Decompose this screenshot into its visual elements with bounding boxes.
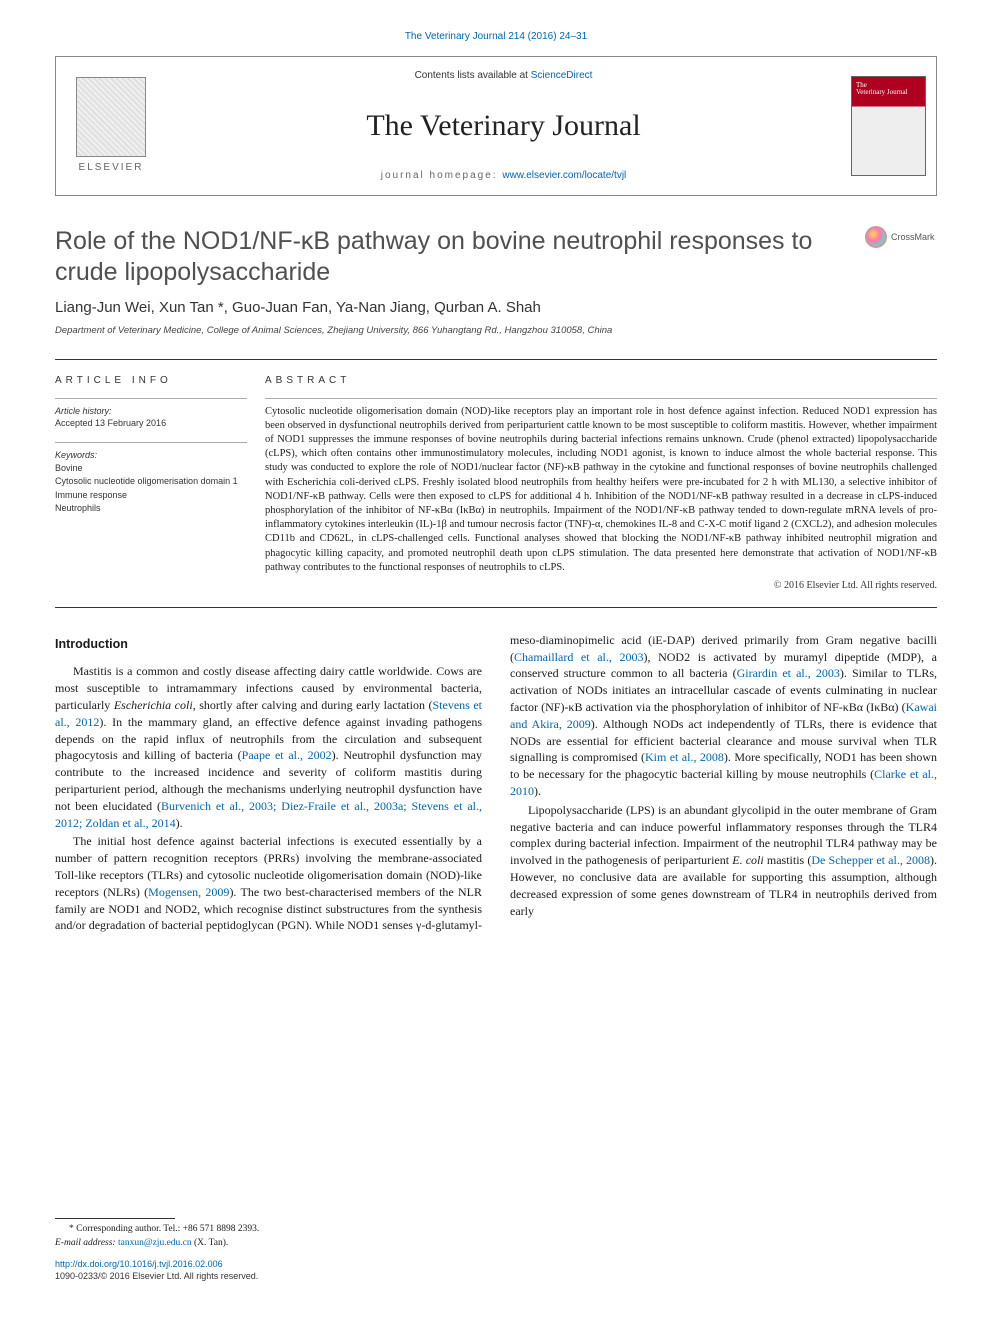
keyword-item: Bovine [55,462,247,476]
intro-para-1: Mastitis is a common and costly disease … [55,663,482,831]
intro-heading: Introduction [55,636,482,654]
doi-link[interactable]: http://dx.doi.org/10.1016/j.tvjl.2016.02… [55,1258,475,1271]
keyword-item: Cytosolic nucleotide oligomerisation dom… [55,475,247,489]
author-list: Liang-Jun Wei, Xun Tan *, Guo-Juan Fan, … [55,297,937,318]
citation-header: The Veterinary Journal 214 (2016) 24–31 [55,30,937,44]
email-label: E-mail address: [55,1238,118,1248]
corresponding-author: * Corresponding author. Tel.: +86 571 88… [55,1223,475,1236]
keywords-list: Bovine Cytosolic nucleotide oligomerisat… [55,462,247,516]
keyword-item: Immune response [55,489,247,503]
species-name: Escherichia coli [114,698,193,712]
citation-link[interactable]: Mogensen, 2009 [148,885,229,899]
citation-link[interactable]: De Schepper et al., 2008 [811,853,930,867]
info-rule [55,398,247,399]
article-info-heading: ARTICLE INFO [55,374,247,388]
citation-link[interactable]: Kim et al., 2008 [645,750,724,764]
abstract-copyright: © 2016 Elsevier Ltd. All rights reserved… [265,579,937,593]
issn-copyright: 1090-0233/© 2016 Elsevier Ltd. All right… [55,1270,475,1283]
contents-prefix: Contents lists available at [415,70,531,81]
abstract-text: Cytosolic nucleotide oligomerisation dom… [265,405,937,575]
corresponding-email-line: E-mail address: tanxun@zju.edu.cn (X. Ta… [55,1237,475,1250]
article-title: Role of the NOD1/NF-κB pathway on bovine… [55,226,865,289]
crossmark-icon [865,226,887,248]
history-label: Article history: [55,405,247,418]
keywords-label: Keywords: [55,449,247,462]
journal-cover-block [841,57,936,195]
homepage-url-link[interactable]: www.elsevier.com/locate/tvjl [502,170,626,181]
email-suffix: (X. Tan). [192,1238,229,1248]
journal-cover-icon [851,76,926,176]
publisher-name: ELSEVIER [79,161,144,175]
email-link[interactable]: tanxun@zju.edu.cn [118,1238,192,1248]
article-info-col: ARTICLE INFO Article history: Accepted 1… [55,374,265,593]
species-name: E. coli [732,853,763,867]
header-center: Contents lists available at ScienceDirec… [166,57,841,195]
journal-header-box: ELSEVIER Contents lists available at Sci… [55,56,937,196]
abstract-col: ABSTRACT Cytosolic nucleotide oligomeris… [265,374,937,593]
sciencedirect-link[interactable]: ScienceDirect [531,70,593,81]
citation-prefix: The Veterinary Journal [405,31,508,42]
contents-available-line: Contents lists available at ScienceDirec… [166,69,841,83]
citation-value: 214 (2016) 24–31 [508,31,587,42]
title-row: Role of the NOD1/NF-κB pathway on bovine… [55,226,937,289]
abstract-heading: ABSTRACT [265,374,937,388]
elsevier-tree-icon [76,77,146,157]
journal-homepage-line: journal homepage: www.elsevier.com/locat… [166,169,841,183]
publisher-logo-block: ELSEVIER [56,57,166,195]
citation-link[interactable]: Paape et al., 2002 [242,748,332,762]
keyword-item: Neutrophils [55,502,247,516]
journal-name: The Veterinary Journal [166,105,841,147]
crossmark-label: CrossMark [891,231,935,244]
citation-link[interactable]: Girardin et al., 2003 [737,666,840,680]
info-abstract-row: ARTICLE INFO Article history: Accepted 1… [55,359,937,608]
citation-link[interactable]: Chamaillard et al., 2003 [514,650,643,664]
info-rule-2 [55,442,247,443]
affiliation: Department of Veterinary Medicine, Colle… [55,324,937,337]
homepage-prefix: journal homepage: [381,170,503,181]
intro-para-3: Lipopolysaccharide (LPS) is an abundant … [510,802,937,920]
body-two-column: Introduction Mastitis is a common and co… [55,632,937,934]
footer-block: * Corresponding author. Tel.: +86 571 88… [55,1218,475,1283]
crossmark-badge[interactable]: CrossMark [865,226,937,248]
footer-rule [55,1218,175,1219]
history-value: Accepted 13 February 2016 [55,417,247,430]
abstract-rule [265,398,937,399]
